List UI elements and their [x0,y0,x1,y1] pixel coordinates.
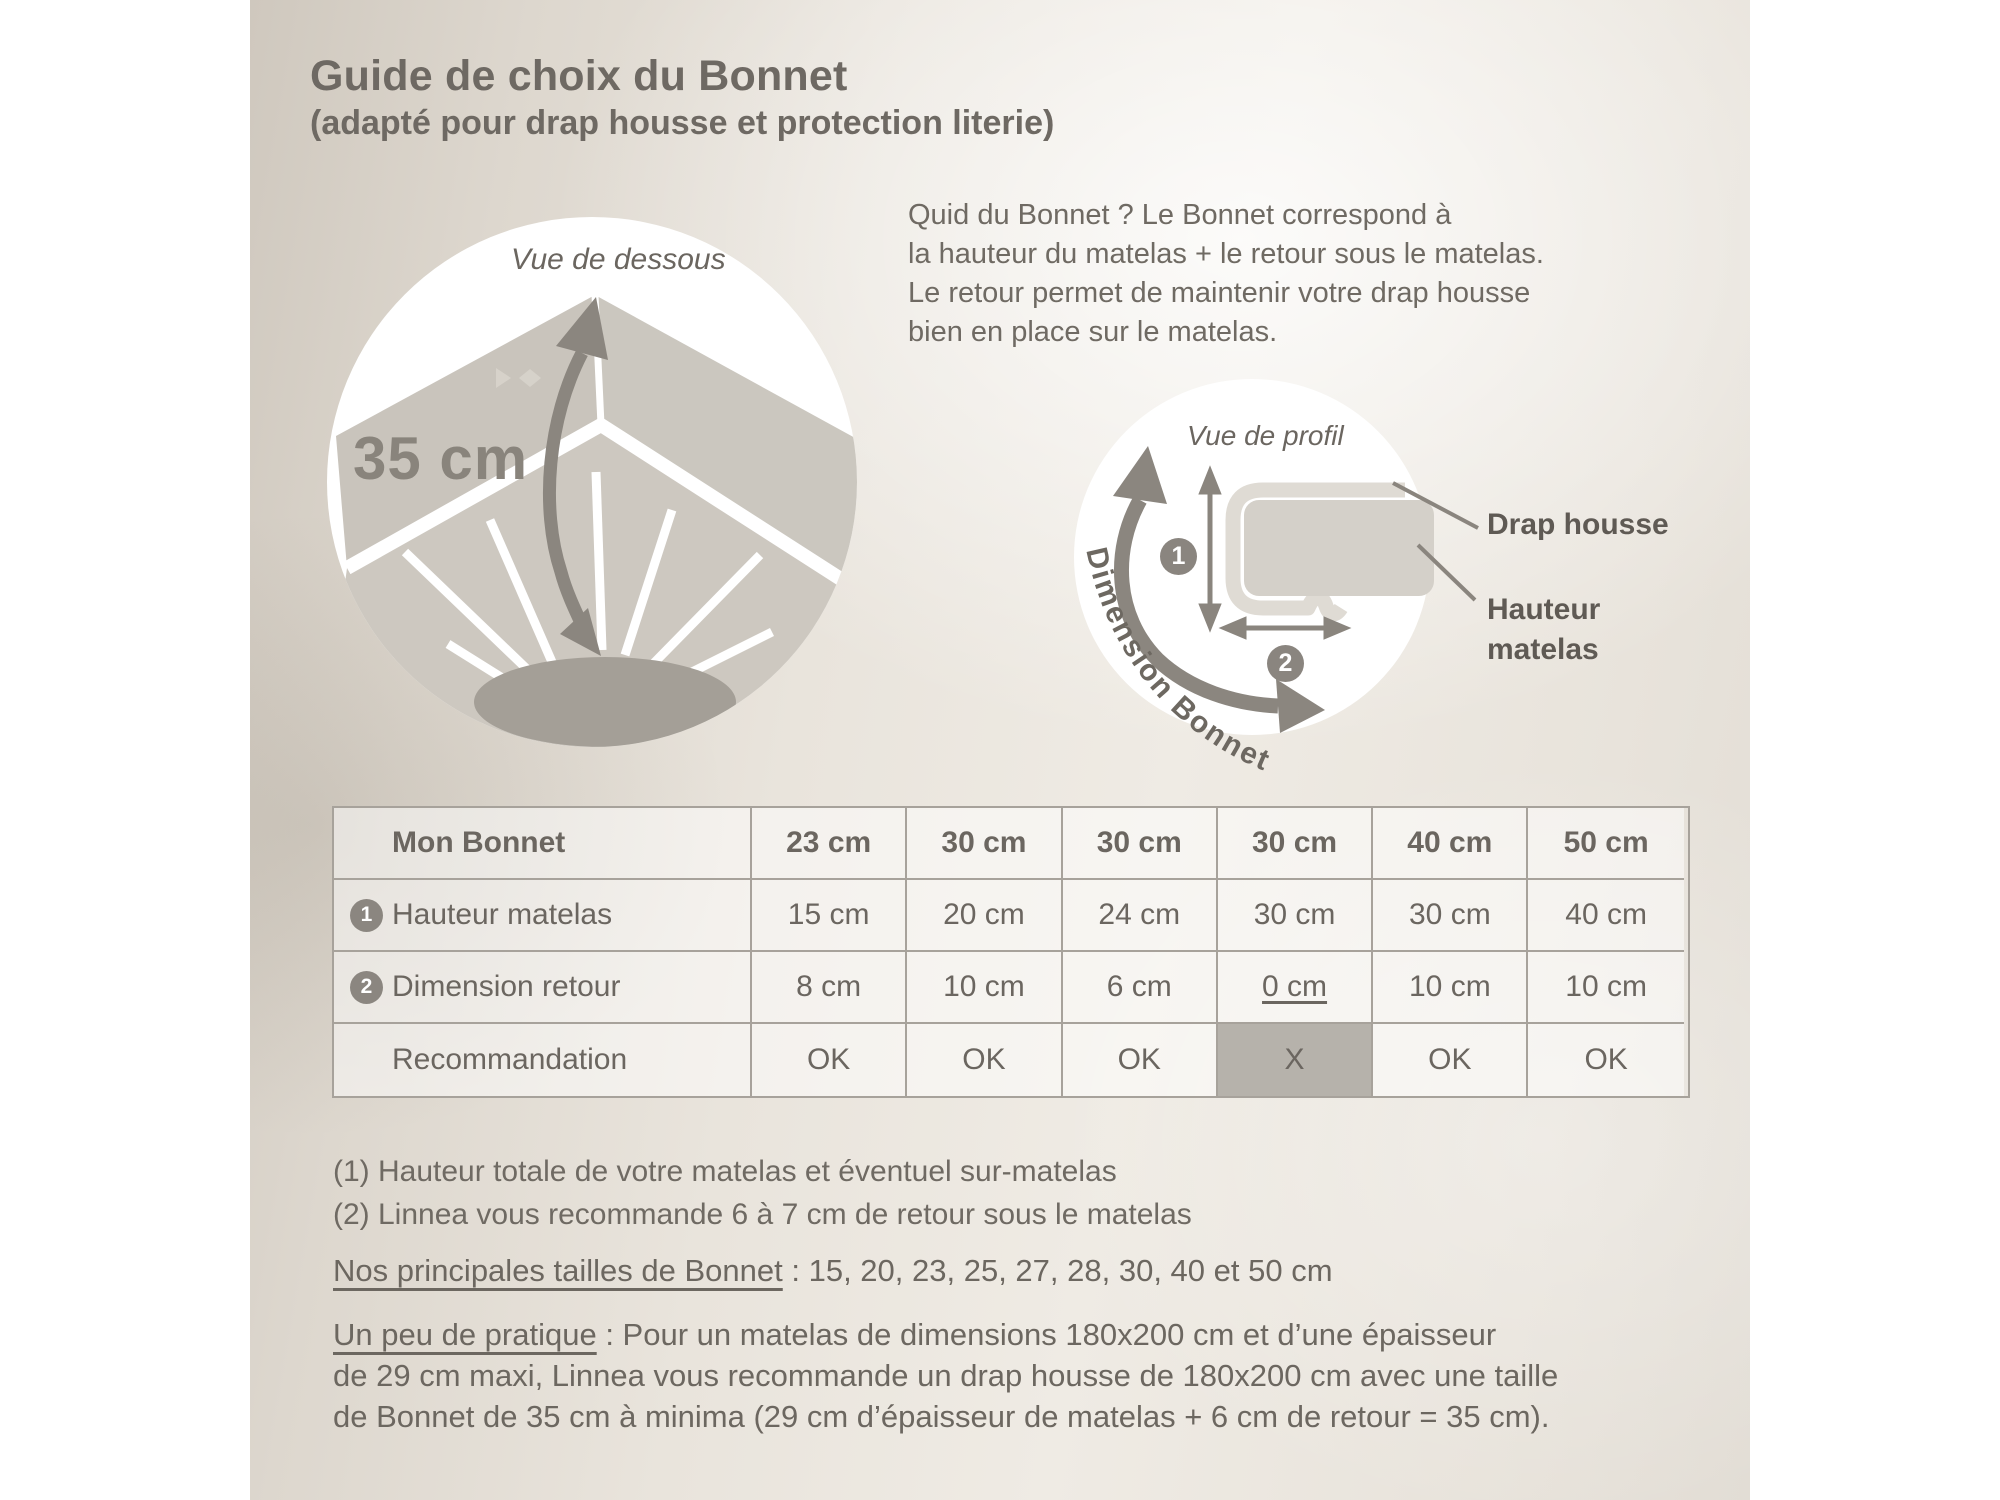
photo-background: Guide de choix du Bonnet (adapté pour dr… [250,0,1750,1500]
table-cell-not-recommended: X [1217,1024,1374,1096]
profile-caption: Vue de profil [1187,420,1344,451]
table-cell: OK [907,1024,1063,1096]
footnote-1: (1) Hauteur totale de votre matelas et é… [333,1155,1117,1188]
badge-1: 1 [1160,538,1197,575]
bonnet-measure-arrow [542,349,588,628]
table-cell: OK [1528,1024,1684,1096]
mattress-opening-lens [474,657,736,747]
table-header-col: 30 cm [1217,808,1374,880]
page-title: Guide de choix du Bonnet [310,52,848,100]
intro-line: la hauteur du matelas + le retour sous l… [908,238,1544,270]
table-header-col: 50 cm [1528,808,1684,880]
table-cell: OK [1373,1024,1529,1096]
label-hauteur-line2: matelas [1487,633,1599,666]
table-cell: 24 cm [1062,880,1218,952]
table-cell: 30 cm [1373,880,1529,952]
row-label-hauteur-matelas: 1 Hauteur matelas [334,880,752,952]
footnotes: (1) Hauteur totale de votre matelas et é… [333,1150,1192,1236]
table-cell: 10 cm [1528,952,1684,1024]
measure-arrowhead-bottom [560,608,601,656]
intro-paragraph: Quid du Bonnet ? Le Bonnet correspond à … [908,196,1544,352]
table-cell: OK [1062,1024,1218,1096]
label-hauteur-matelas: Hauteur matelas [1487,590,1600,670]
bottom-view-caption: Vue de dessous [511,243,726,276]
row-badge-1: 1 [350,898,383,932]
callout-line-drap-housse [1392,481,1479,530]
label-drap-housse: Drap housse [1487,508,1669,541]
table-cell: 20 cm [907,880,1063,952]
intro-line: Le retour permet de maintenir votre drap… [908,277,1531,309]
bottom-view-diagram [327,217,857,747]
table-cell-zero-underlined: 0 cm [1217,952,1374,1024]
row-label-dimension-retour: 2 Dimension retour [334,952,752,1024]
practice-paragraph: Un peu de pratique : Pour un matelas de … [333,1314,1558,1437]
bonnet-measurement-value: 35 cm [353,425,529,492]
table-cell: 8 cm [752,952,908,1024]
table-header-col: 30 cm [1062,808,1218,880]
table-cell: 15 cm [752,880,908,952]
callout-line-hauteur-matelas [1416,543,1477,602]
fitted-sheet-outline [1225,482,1405,622]
dimension-arrowhead-bottom [1276,679,1325,733]
practice-title: Un peu de pratique [333,1317,597,1352]
mattress-left-face [336,295,601,568]
dimension-bonnet-arrow [1113,496,1279,714]
intro-line: bien en place sur le matelas. [908,316,1278,348]
practice-line2: de 29 cm maxi, Linnea vous recommande un… [333,1358,1559,1393]
measure-arrowhead-top [556,297,608,360]
mattress-right-face [595,295,857,594]
sizes-line-values: : 15, 20, 23, 25, 27, 28, 30, 40 et 50 c… [782,1253,1333,1288]
label-hauteur-line1: Hauteur [1487,593,1601,626]
row-label-text: Dimension retour [392,970,621,1003]
table-cell: OK [752,1024,908,1096]
practice-line1: Un peu de pratique : Pour un matelas de … [333,1314,1558,1355]
table-header-mon-bonnet: Mon Bonnet [334,808,752,880]
mattress-profile [1244,500,1434,596]
dimension-arrowhead-top [1113,446,1167,504]
sheet-hem-edge [343,418,857,600]
return-dimension-arrow [1218,616,1352,640]
table-header-col: 40 cm [1373,808,1529,880]
footnote-2: (2) Linnea vous recommande 6 à 7 cm de r… [333,1198,1192,1231]
row-label-text: Hauteur matelas [392,898,613,931]
sizes-line: Nos principales tailles de Bonnet : 15, … [333,1253,1333,1289]
table-header-col: 23 cm [752,808,908,880]
page-subtitle: (adapté pour drap housse et protection l… [310,104,1055,142]
bonnet-size-table: Mon Bonnet 23 cm 30 cm 30 cm 30 cm 40 cm… [332,806,1690,1098]
practice-line3: de Bonnet de 35 cm à minima (29 cm d’épa… [333,1399,1550,1434]
badge-2: 2 [1267,645,1304,682]
table-header-col: 30 cm [907,808,1063,880]
table-cell: 6 cm [1062,952,1218,1024]
row-badge-2: 2 [350,970,383,1004]
table-cell: 30 cm [1217,880,1374,952]
intro-line: Quid du Bonnet ? Le Bonnet correspond à [908,199,1452,231]
row-label-recommandation: Recommandation [334,1024,752,1096]
viewer-watermark-icon [496,368,541,388]
table-cell: 40 cm [1528,880,1684,952]
sizes-line-title: Nos principales tailles de Bonnet [333,1253,783,1288]
table-cell: 10 cm [1373,952,1529,1024]
practice-line1-rest: : Pour un matelas de dimensions 180x200 … [596,1317,1497,1352]
height-dimension-arrow [1198,465,1222,633]
profile-diagram: Dimension Bonnet [1074,379,1479,778]
table-cell: 10 cm [907,952,1063,1024]
